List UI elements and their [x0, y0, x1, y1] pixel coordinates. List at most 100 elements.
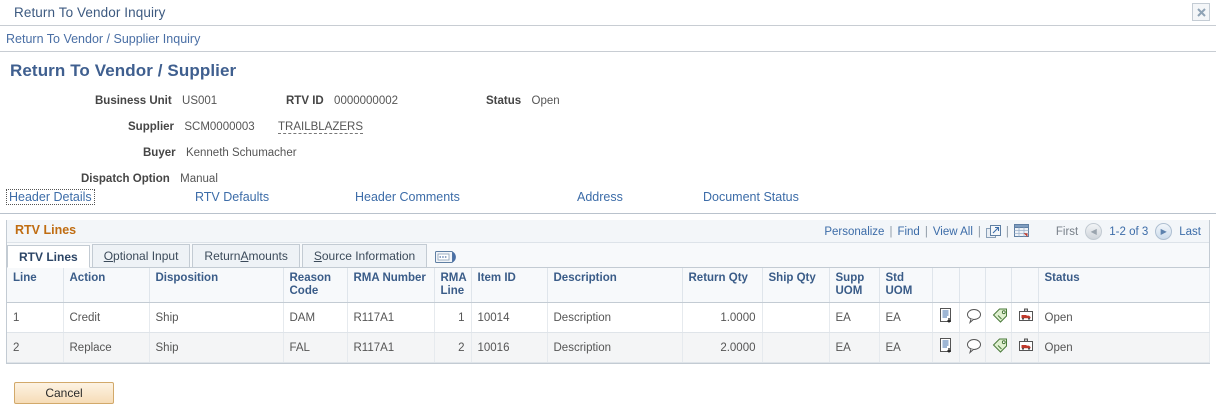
cell-return-qty: 2.0000 — [682, 332, 763, 363]
cell-line: 1 — [7, 302, 64, 333]
cell-reason-code: DAM — [283, 302, 348, 333]
field-supplier-name[interactable]: TRAILBLAZERS — [278, 119, 363, 134]
show-all-columns-icon[interactable] — [435, 249, 459, 265]
col-item-id[interactable]: Item ID — [471, 268, 548, 303]
supplier-name-value[interactable]: TRAILBLAZERS — [278, 121, 363, 134]
comments-icon[interactable] — [959, 332, 986, 363]
buyer-label: Buyer — [143, 147, 176, 159]
cell-supp-uom: EA — [829, 302, 880, 333]
toolbar-separator-1: | — [889, 225, 893, 238]
grid-tab-rtv-lines-label: RTV Lines — [19, 249, 78, 264]
grid-tab-rtv-lines[interactable]: RTV Lines — [7, 245, 90, 268]
cell-rma-line: 1 — [434, 302, 472, 333]
page-title: Return To Vendor / Supplier — [10, 61, 237, 80]
status-label: Status — [486, 95, 522, 107]
close-icon[interactable] — [1192, 3, 1210, 21]
supplier-value: SCM0000003 — [184, 121, 255, 133]
footer-bar: Cancel — [0, 374, 1216, 414]
col-action[interactable]: Action — [63, 268, 150, 303]
cell-ship-qty — [762, 302, 830, 333]
field-supplier: Supplier SCM0000003 — [128, 119, 255, 133]
grid-tab-optional-input-label: ptional Input — [113, 249, 179, 263]
tab-header-details[interactable]: Header Details — [6, 189, 95, 205]
cell-rma-number: R117A1 — [347, 302, 435, 333]
shipment-icon[interactable] — [1011, 302, 1039, 333]
toolbar-separator-4: | — [1005, 225, 1009, 238]
pagination-controls: First ◀ 1-2 of 3 ▶ Last — [1056, 223, 1201, 240]
grid-tab-source-information-label: ource Information — [321, 249, 416, 263]
col-rma-line[interactable]: RMA Line — [434, 268, 472, 303]
tab-document-status[interactable]: Document Status — [703, 190, 799, 204]
shipment-icon[interactable] — [1011, 332, 1039, 363]
tab-header-comments[interactable]: Header Comments — [355, 190, 460, 204]
col-icon-1 — [932, 268, 960, 303]
comments-icon[interactable] — [959, 302, 986, 333]
cell-rma-number: R117A1 — [347, 332, 435, 363]
document-details-icon[interactable] — [932, 332, 960, 363]
tab-address[interactable]: Address — [577, 190, 623, 204]
cell-std-uom: EA — [879, 332, 933, 363]
rtv-id-value: 0000000002 — [334, 95, 399, 107]
header-fields-region: Business Unit US001 RTV ID 0000000002 St… — [0, 91, 1216, 185]
cell-description-link[interactable]: Description — [547, 332, 683, 363]
col-std-uom[interactable]: Std UOM — [879, 268, 933, 303]
first-page-link[interactable]: First — [1055, 225, 1079, 238]
cell-action: Replace — [63, 332, 150, 363]
col-line[interactable]: Line — [7, 268, 64, 303]
cell-ship-qty — [762, 332, 830, 363]
table-row[interactable]: 2 Replace Ship FAL R117A1 2 10016 Descri… — [7, 332, 1210, 363]
field-business-unit: Business Unit US001 — [95, 93, 217, 107]
col-reason-code[interactable]: Reason Code — [283, 268, 348, 303]
view-all-link[interactable]: View All — [932, 225, 973, 238]
cancel-button[interactable]: Cancel — [14, 382, 114, 404]
col-status[interactable]: Status — [1038, 268, 1210, 303]
col-description[interactable]: Description — [547, 268, 683, 303]
tab-rtv-defaults[interactable]: RTV Defaults — [195, 190, 270, 204]
section-tab-bar: Header Details RTV Defaults Header Comme… — [0, 187, 1216, 214]
table-row[interactable]: 1 Credit Ship DAM R117A1 1 10014 Descrip… — [7, 302, 1210, 333]
toolbar-separator-2: | — [924, 225, 928, 238]
cell-status: Open — [1038, 302, 1210, 333]
supplier-label: Supplier — [128, 121, 175, 133]
cell-item-id: 10014 — [471, 302, 548, 333]
document-details-icon[interactable] — [932, 302, 960, 333]
window-title: Return To Vendor Inquiry — [14, 5, 166, 20]
price-tag-icon[interactable] — [985, 302, 1012, 333]
field-dispatch-option: Dispatch Option Manual — [81, 171, 218, 185]
last-page-link[interactable]: Last — [1179, 225, 1201, 238]
price-tag-icon[interactable] — [985, 332, 1012, 363]
download-to-spreadsheet-icon[interactable] — [1013, 224, 1030, 239]
col-supp-uom[interactable]: Supp UOM — [829, 268, 880, 303]
buyer-value: Kenneth Schumacher — [185, 147, 297, 159]
cell-supp-uom: EA — [829, 332, 880, 363]
cell-return-qty: 1.0000 — [682, 302, 763, 333]
find-link[interactable]: Find — [897, 225, 920, 238]
field-rtv-id: RTV ID 0000000002 — [286, 93, 398, 107]
col-disposition[interactable]: Disposition — [149, 268, 284, 303]
rtv-lines-panel: RTV Lines Personalize | Find | View All … — [6, 220, 1210, 364]
window-title-bar: Return To Vendor Inquiry — [0, 0, 1216, 26]
cell-reason-code: FAL — [283, 332, 348, 363]
next-page-icon[interactable]: ▶ — [1155, 223, 1173, 240]
grid-header-bar: RTV Lines Personalize | Find | View All … — [7, 220, 1209, 243]
previous-page-icon[interactable]: ◀ — [1085, 223, 1103, 240]
cell-rma-line: 2 — [434, 332, 472, 363]
personalize-link[interactable]: Personalize — [824, 225, 885, 238]
cell-description-link[interactable]: Description — [547, 302, 683, 333]
grid-title: RTV Lines — [15, 223, 77, 237]
expand-window-icon[interactable] — [985, 224, 1001, 239]
col-return-qty[interactable]: Return Qty — [682, 268, 763, 303]
col-ship-qty[interactable]: Ship Qty — [762, 268, 830, 303]
rtv-id-label: RTV ID — [286, 95, 324, 107]
cell-std-uom: EA — [879, 302, 933, 333]
col-rma-number[interactable]: RMA Number — [347, 268, 435, 303]
col-icon-4 — [1011, 268, 1039, 303]
breadcrumb-link[interactable]: Return To Vendor / Supplier Inquiry — [6, 31, 201, 46]
business-unit-label: Business Unit — [95, 95, 172, 107]
col-icon-3 — [985, 268, 1012, 303]
cell-action: Credit — [63, 302, 150, 333]
